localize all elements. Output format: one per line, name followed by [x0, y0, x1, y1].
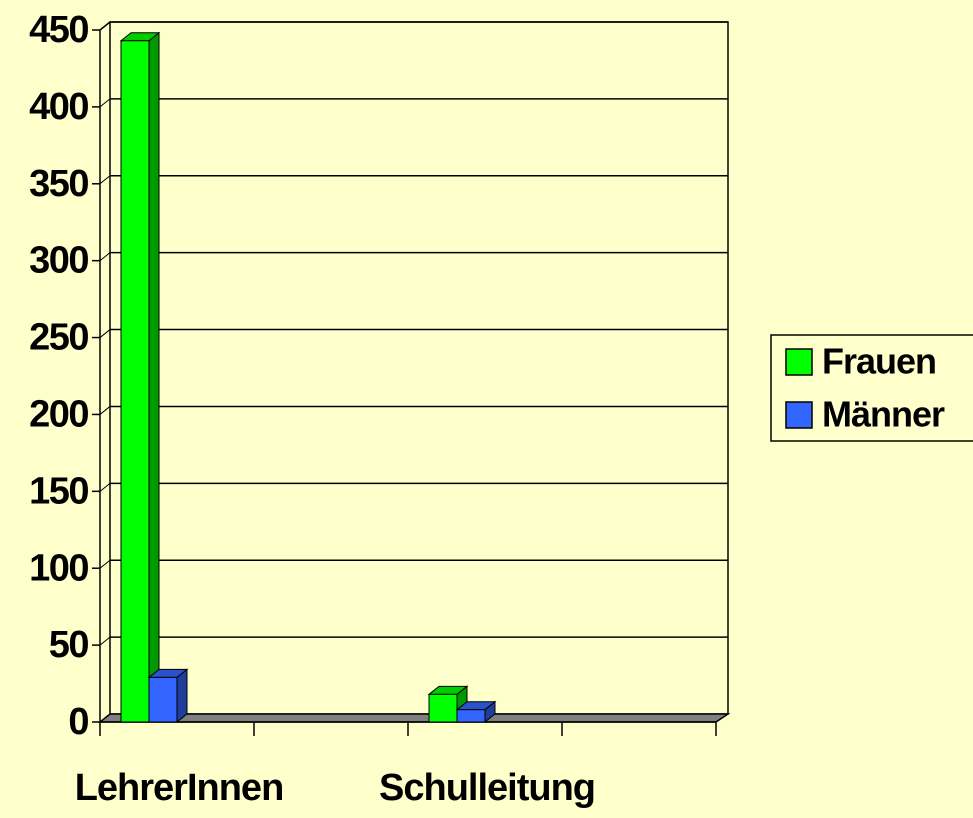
bar [148, 676, 178, 723]
legend-swatch [785, 401, 813, 429]
y-tick-label: 400 [29, 86, 88, 128]
side-tick [99, 98, 111, 108]
y-tick-label: 350 [29, 163, 88, 205]
bar [428, 693, 458, 723]
y-tick-label: 200 [29, 393, 88, 435]
bar [120, 40, 150, 723]
floor [97, 713, 731, 723]
legend-box [770, 334, 973, 442]
side-tick [99, 329, 111, 338]
y-tick-label: 250 [29, 317, 88, 359]
side-tick [99, 21, 111, 31]
bar-side [148, 31, 160, 724]
x-tick-label: Schulleitung [379, 767, 595, 809]
y-tick-label: 150 [29, 470, 88, 512]
y-tick-label: 50 [49, 624, 89, 666]
side-tick [99, 406, 111, 415]
x-tick-label: LehrerInnen [75, 767, 284, 809]
side-tick [99, 482, 111, 492]
legend-label: Frauen [822, 341, 936, 382]
y-tick-label: 100 [29, 547, 88, 589]
side-tick [99, 252, 111, 262]
y-tick-label: 0 [68, 701, 88, 743]
bar [456, 709, 486, 723]
side-tick [99, 175, 111, 185]
legend-label: Männer [822, 394, 945, 435]
side-tick [99, 713, 111, 723]
back-wall [109, 21, 729, 715]
side-tick [99, 636, 111, 646]
y-tick-label: 450 [29, 9, 88, 51]
bar-side [176, 668, 188, 724]
y-tick-label: 300 [29, 240, 88, 282]
legend-swatch [785, 348, 813, 376]
side-tick [99, 559, 111, 569]
